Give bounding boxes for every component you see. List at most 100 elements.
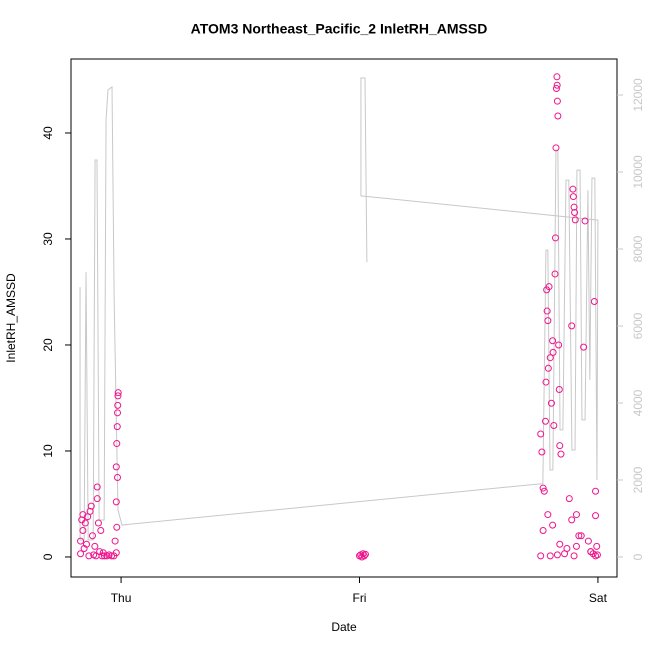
y-tick-label: 10 (41, 444, 55, 458)
point (540, 487, 548, 495)
point (584, 537, 592, 545)
plot-frame (70, 58, 618, 578)
point (77, 550, 85, 558)
point (547, 399, 555, 407)
point (549, 337, 557, 345)
point (553, 97, 561, 105)
y-tick-label: 40 (41, 126, 55, 140)
point (108, 552, 116, 560)
point (546, 354, 554, 362)
point (551, 234, 559, 242)
y2-tick-label: 8000 (631, 235, 645, 262)
point (114, 401, 122, 409)
point (539, 526, 547, 534)
point (537, 430, 545, 438)
point (556, 442, 564, 450)
point (571, 208, 579, 216)
point (94, 519, 102, 527)
point (569, 185, 577, 193)
point (589, 550, 597, 558)
point (555, 385, 563, 393)
y-tick-label: 20 (41, 338, 55, 352)
chart-title: ATOM3 Northeast_Pacific_2 InletRH_AMSSD (191, 21, 488, 37)
point (572, 511, 580, 519)
x-tick-label: Fri (352, 591, 366, 605)
point (553, 551, 561, 559)
line (79, 77, 599, 541)
point (100, 552, 108, 560)
point (82, 540, 90, 548)
point (575, 532, 583, 540)
point (554, 112, 562, 120)
point (549, 348, 557, 356)
y2-tick-label: 12000 (631, 78, 645, 112)
y2-tick-label: 0 (631, 553, 645, 560)
y-tick-label: 0 (41, 553, 55, 560)
point (88, 532, 96, 540)
point (541, 417, 549, 425)
point (114, 392, 122, 400)
point (87, 502, 95, 510)
point (549, 521, 557, 529)
point (565, 495, 573, 503)
point (568, 322, 576, 330)
point (552, 84, 560, 92)
point (539, 484, 547, 492)
point (538, 448, 546, 456)
point (570, 552, 578, 560)
x-tick-label: Sat (589, 591, 608, 605)
point (587, 548, 595, 556)
point (97, 526, 105, 534)
point (81, 519, 89, 527)
point (545, 283, 553, 291)
y-axis-label: InletRH_AMSSD (4, 273, 18, 363)
point (592, 552, 600, 560)
point (552, 144, 560, 152)
point (593, 542, 601, 550)
point (93, 495, 101, 503)
point (113, 473, 121, 481)
point (112, 498, 120, 506)
point (553, 81, 561, 89)
point (113, 423, 121, 431)
point (570, 203, 578, 211)
point (77, 537, 85, 545)
point (91, 542, 99, 550)
point (85, 552, 93, 560)
y2-tick-label: 2000 (631, 466, 645, 493)
y-tick-label: 30 (41, 232, 55, 246)
point (360, 552, 368, 560)
point (113, 409, 121, 417)
point (557, 450, 565, 458)
point (93, 483, 101, 491)
y2-tick-label: 6000 (631, 312, 645, 339)
point (111, 537, 119, 545)
point (98, 552, 106, 560)
point (580, 343, 588, 351)
point (112, 463, 120, 471)
point (571, 216, 579, 224)
point (569, 193, 577, 201)
point (563, 544, 571, 552)
point (568, 516, 576, 524)
point (114, 389, 122, 397)
point (537, 552, 545, 560)
point (555, 341, 563, 349)
y2-tick-label: 4000 (631, 389, 645, 416)
point (543, 307, 551, 315)
point (79, 526, 87, 534)
y2-tick-label: 10000 (631, 155, 645, 189)
point (544, 511, 552, 519)
point (551, 270, 559, 278)
point (553, 73, 561, 81)
point (113, 440, 121, 448)
point (361, 550, 369, 558)
x-tick-label: Thu (111, 591, 132, 605)
point (577, 532, 585, 540)
point (581, 217, 589, 225)
point (544, 317, 552, 325)
x-axis-label: Date (331, 620, 357, 634)
point (556, 540, 564, 548)
